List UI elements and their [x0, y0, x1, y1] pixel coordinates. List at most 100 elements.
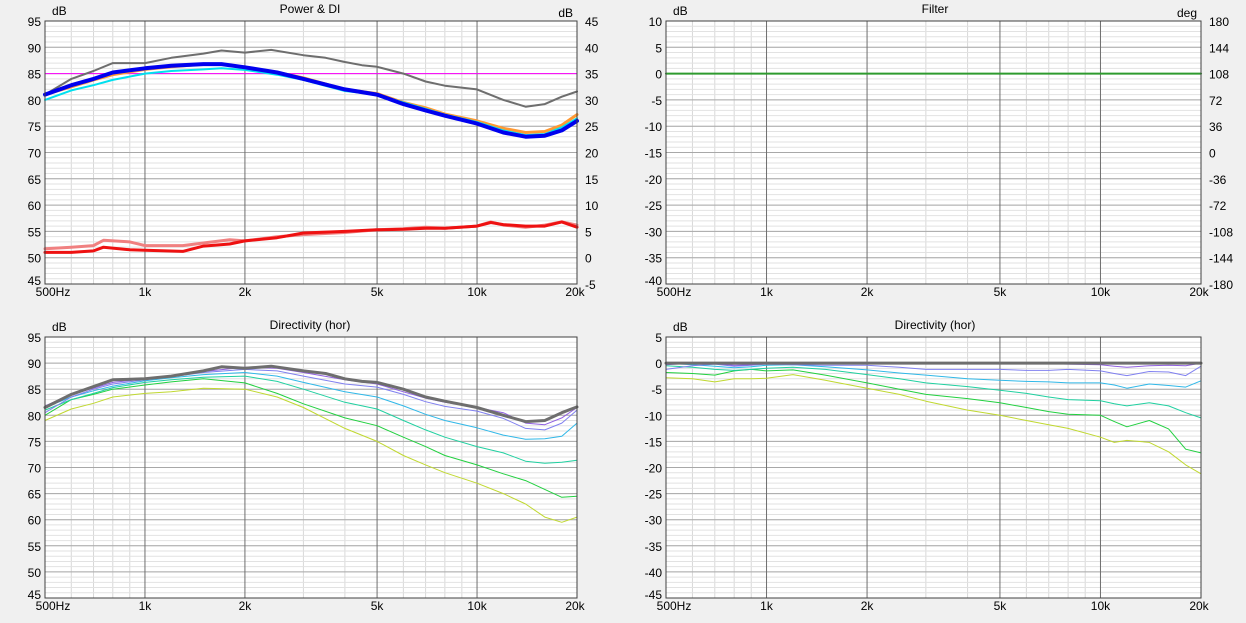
- y2-tick-label: 5: [585, 225, 592, 239]
- y2-tick-label: -72: [1209, 199, 1227, 213]
- y2-tick-label: 25: [585, 120, 599, 134]
- x-tick-label: 1k: [760, 285, 774, 299]
- x-tick-label: 500Hz: [36, 285, 71, 299]
- y2-tick-label: 20: [585, 147, 599, 161]
- y2-tick-label: 180: [1209, 15, 1229, 29]
- series-line-7: [43, 220, 579, 254]
- y-tick-label: -15: [645, 147, 663, 161]
- x-tick-label: 20k: [1189, 599, 1209, 613]
- plot-frame: [44, 20, 578, 285]
- y-tick-label: -40: [645, 566, 663, 580]
- series-line-2: [44, 378, 578, 498]
- y-tick-label: -30: [645, 514, 663, 528]
- x-tick-label: 10k: [467, 599, 487, 613]
- y-tick-label: -30: [645, 225, 663, 239]
- y-tick-label: 80: [28, 409, 42, 423]
- y-tick-label: 50: [28, 566, 42, 580]
- y-tick-label: -20: [645, 173, 663, 187]
- y-unit-label: dB: [52, 320, 67, 334]
- y-tick-label: 90: [28, 357, 42, 371]
- y-tick-label: -5: [651, 94, 662, 108]
- chart-title: Filter: [922, 2, 949, 16]
- y-tick-label: 70: [28, 462, 42, 476]
- y-tick-label: 60: [28, 514, 42, 528]
- chart-title: Directivity (hor): [270, 318, 351, 332]
- series-line-1: [665, 374, 1202, 475]
- y-tick-label: 90: [28, 41, 42, 55]
- y-tick-label: -25: [645, 199, 663, 213]
- x-tick-label: 500Hz: [36, 599, 71, 613]
- series-line-3: [665, 365, 1202, 419]
- x-tick-label: 1k: [760, 599, 774, 613]
- series-line-7: [43, 364, 579, 424]
- y-tick-label: 10: [649, 15, 663, 29]
- chart-panel-1: 45 50 55 60 65 70 75 80 85 90 95 -5 0 5 10 15 20 25 30 35 40…: [28, 2, 599, 299]
- series-line-1: [44, 387, 578, 523]
- y2-tick-label: -36: [1209, 173, 1227, 187]
- x-tick-label: 1k: [139, 285, 153, 299]
- y-tick-label: 80: [28, 94, 42, 108]
- x-tick-label: 2k: [239, 599, 253, 613]
- y2-tick-label: 35: [585, 68, 599, 82]
- y-tick-label: -10: [645, 120, 663, 134]
- y-tick-label: -35: [645, 540, 663, 554]
- x-tick-label: 1k: [139, 599, 153, 613]
- plot-frame: [665, 336, 1202, 599]
- y-tick-label: 55: [28, 540, 42, 554]
- series-line-4: [665, 362, 1202, 389]
- x-tick-label: 5k: [994, 599, 1008, 613]
- y-tick-label: 95: [28, 15, 42, 29]
- y-tick-label: 45: [28, 274, 42, 288]
- x-tick-label: 20k: [1189, 285, 1209, 299]
- y-tick-label: 5: [655, 331, 662, 345]
- x-tick-label: 10k: [467, 285, 487, 299]
- y-tick-label: 60: [28, 199, 42, 213]
- y2-tick-label: 30: [585, 94, 599, 108]
- y-tick-label: -15: [645, 435, 663, 449]
- y-tick-label: 65: [28, 488, 42, 502]
- x-tick-label: 2k: [861, 285, 875, 299]
- y-tick-label: 95: [28, 331, 42, 345]
- y-tick-label: -5: [651, 383, 662, 397]
- y2-unit-label: deg: [1177, 6, 1197, 20]
- y-tick-label: -35: [645, 252, 663, 266]
- y2-tick-label: 36: [1209, 120, 1223, 134]
- y-tick-label: 75: [28, 120, 42, 134]
- x-tick-label: 20k: [565, 599, 585, 613]
- y-tick-label: -20: [645, 462, 663, 476]
- y-tick-label: 75: [28, 435, 42, 449]
- chart-panel-2: -40 -35 -30 -25 -20 -15 -10 -5 0 5 10 -180 -144 -108 -…: [645, 2, 1234, 299]
- y2-tick-label: 144: [1209, 41, 1229, 55]
- y2-tick-label: -144: [1209, 252, 1233, 266]
- y-tick-label: -45: [645, 588, 663, 602]
- y2-tick-label: 45: [585, 15, 599, 29]
- plot-frame: [44, 336, 578, 599]
- y-unit-label: dB: [673, 320, 688, 334]
- y-tick-label: -10: [645, 409, 663, 423]
- series-line-5: [665, 363, 1202, 377]
- y2-tick-label: 72: [1209, 94, 1223, 108]
- plot-frame: [665, 20, 1202, 285]
- x-tick-label: 20k: [565, 285, 585, 299]
- y-tick-label: -40: [645, 274, 663, 288]
- y-tick-label: 85: [28, 68, 42, 82]
- y2-tick-label: 0: [1209, 147, 1216, 161]
- chart-panel-4: -45 -40 -35 -30 -25 -20 -15 -10 -5 0 5 500Hz 1k 2k 5k 1…: [645, 318, 1210, 613]
- y-tick-label: 65: [28, 173, 42, 187]
- y2-unit-label: dB: [558, 6, 573, 20]
- y-tick-label: 0: [655, 357, 662, 371]
- y2-tick-label: 40: [585, 41, 599, 55]
- x-tick-label: 10k: [1091, 599, 1111, 613]
- y-tick-label: 50: [28, 252, 42, 266]
- y2-tick-label: -108: [1209, 225, 1233, 239]
- y2-tick-label: 0: [585, 252, 592, 266]
- y2-tick-label: -180: [1209, 278, 1233, 292]
- x-tick-label: 5k: [371, 599, 385, 613]
- x-tick-label: 2k: [239, 285, 253, 299]
- series-line-3: [44, 375, 578, 464]
- y2-tick-label: 15: [585, 173, 599, 187]
- x-tick-label: 5k: [994, 285, 1008, 299]
- x-tick-label: 500Hz: [657, 599, 692, 613]
- y-tick-label: 55: [28, 225, 42, 239]
